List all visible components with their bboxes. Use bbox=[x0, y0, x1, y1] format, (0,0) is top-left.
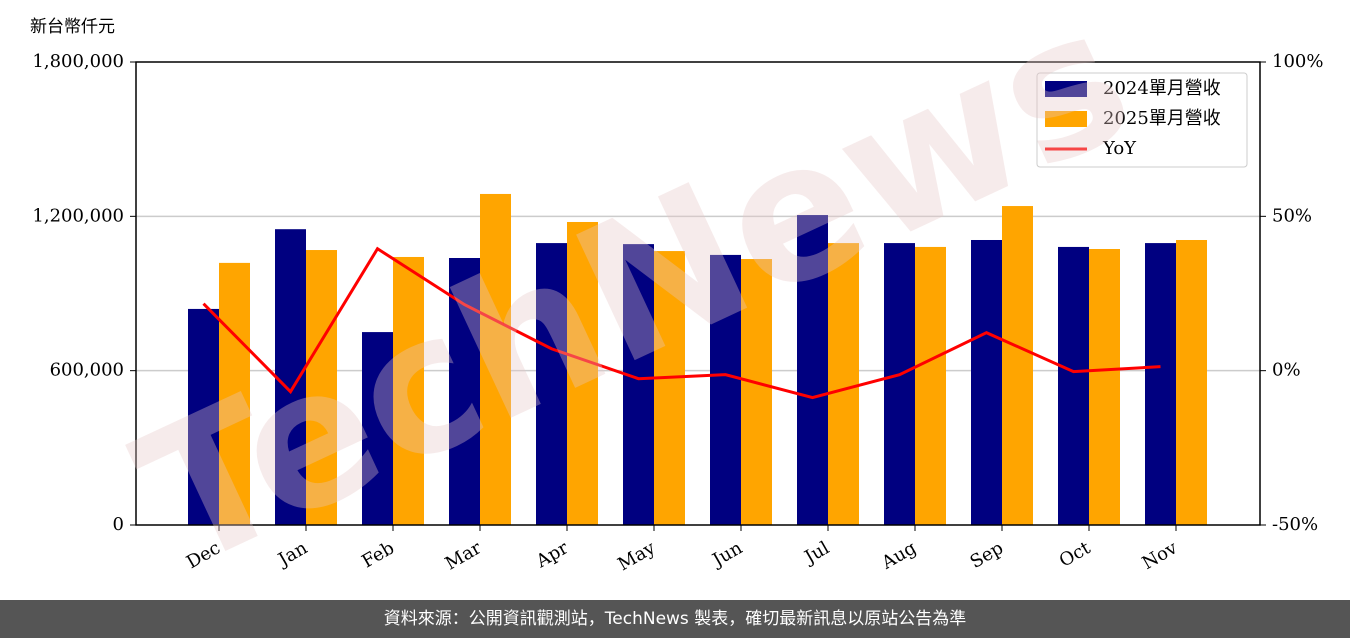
bar bbox=[393, 256, 424, 525]
bar bbox=[741, 259, 772, 525]
y-axis-label: 新台幣仟元 bbox=[30, 17, 115, 37]
bar bbox=[536, 243, 567, 525]
x-tick-label: Jul bbox=[799, 537, 833, 569]
yoy-line bbox=[202, 246, 1161, 400]
x-tick-label: Apr bbox=[532, 537, 572, 572]
x-tick-label: Aug bbox=[877, 537, 920, 574]
y-tick-label: 1,800,000 bbox=[32, 51, 124, 72]
bar bbox=[828, 243, 859, 525]
bar bbox=[362, 332, 393, 525]
bar bbox=[884, 243, 915, 525]
bar bbox=[567, 221, 598, 525]
bar bbox=[1089, 249, 1120, 525]
legend-label: 2024單月營收 bbox=[1103, 78, 1221, 99]
bar bbox=[480, 193, 511, 525]
x-tick-label: Feb bbox=[358, 537, 398, 572]
legend-swatch bbox=[1045, 111, 1087, 127]
legend-swatch bbox=[1045, 81, 1087, 97]
bar bbox=[654, 251, 685, 525]
x-tick-label: Mar bbox=[442, 537, 486, 574]
x-tick-label: Oct bbox=[1056, 537, 1095, 572]
legend-box bbox=[1036, 72, 1248, 168]
bar bbox=[971, 239, 1002, 525]
footer-band bbox=[0, 600, 1350, 638]
bar bbox=[1058, 246, 1089, 525]
bar bbox=[188, 308, 219, 525]
y2-tick-label: 50% bbox=[1272, 205, 1312, 226]
y2-tick-label: 100% bbox=[1272, 51, 1323, 72]
bar bbox=[710, 254, 741, 525]
legend-label: YoY bbox=[1102, 138, 1137, 159]
bar bbox=[219, 262, 250, 525]
bar bbox=[449, 258, 480, 525]
bar bbox=[623, 244, 654, 525]
bar bbox=[915, 246, 946, 525]
x-tick-label: Jun bbox=[707, 537, 746, 572]
y-tick-label: 600,000 bbox=[50, 360, 124, 381]
x-tick-label: Sep bbox=[967, 537, 1007, 572]
legend-label: 2025單月營收 bbox=[1103, 108, 1221, 129]
x-tick-label: May bbox=[614, 537, 659, 575]
plot-frame bbox=[135, 61, 1261, 526]
y-tick-label: 0 bbox=[113, 514, 124, 535]
footer: 資料來源：公開資訊觀測站，TechNews 製表，確切最新訊息以原站公告為準 bbox=[384, 609, 966, 629]
y2-tick-label: -50% bbox=[1272, 514, 1318, 535]
bar bbox=[1145, 243, 1176, 525]
bar bbox=[1176, 239, 1207, 525]
x-tick-label: Nov bbox=[1139, 537, 1182, 574]
bar bbox=[797, 215, 828, 525]
bar bbox=[306, 250, 337, 525]
y-tick-label: 1,200,000 bbox=[32, 205, 124, 226]
y2-tick-label: 0% bbox=[1272, 360, 1301, 381]
bar bbox=[1002, 206, 1033, 526]
